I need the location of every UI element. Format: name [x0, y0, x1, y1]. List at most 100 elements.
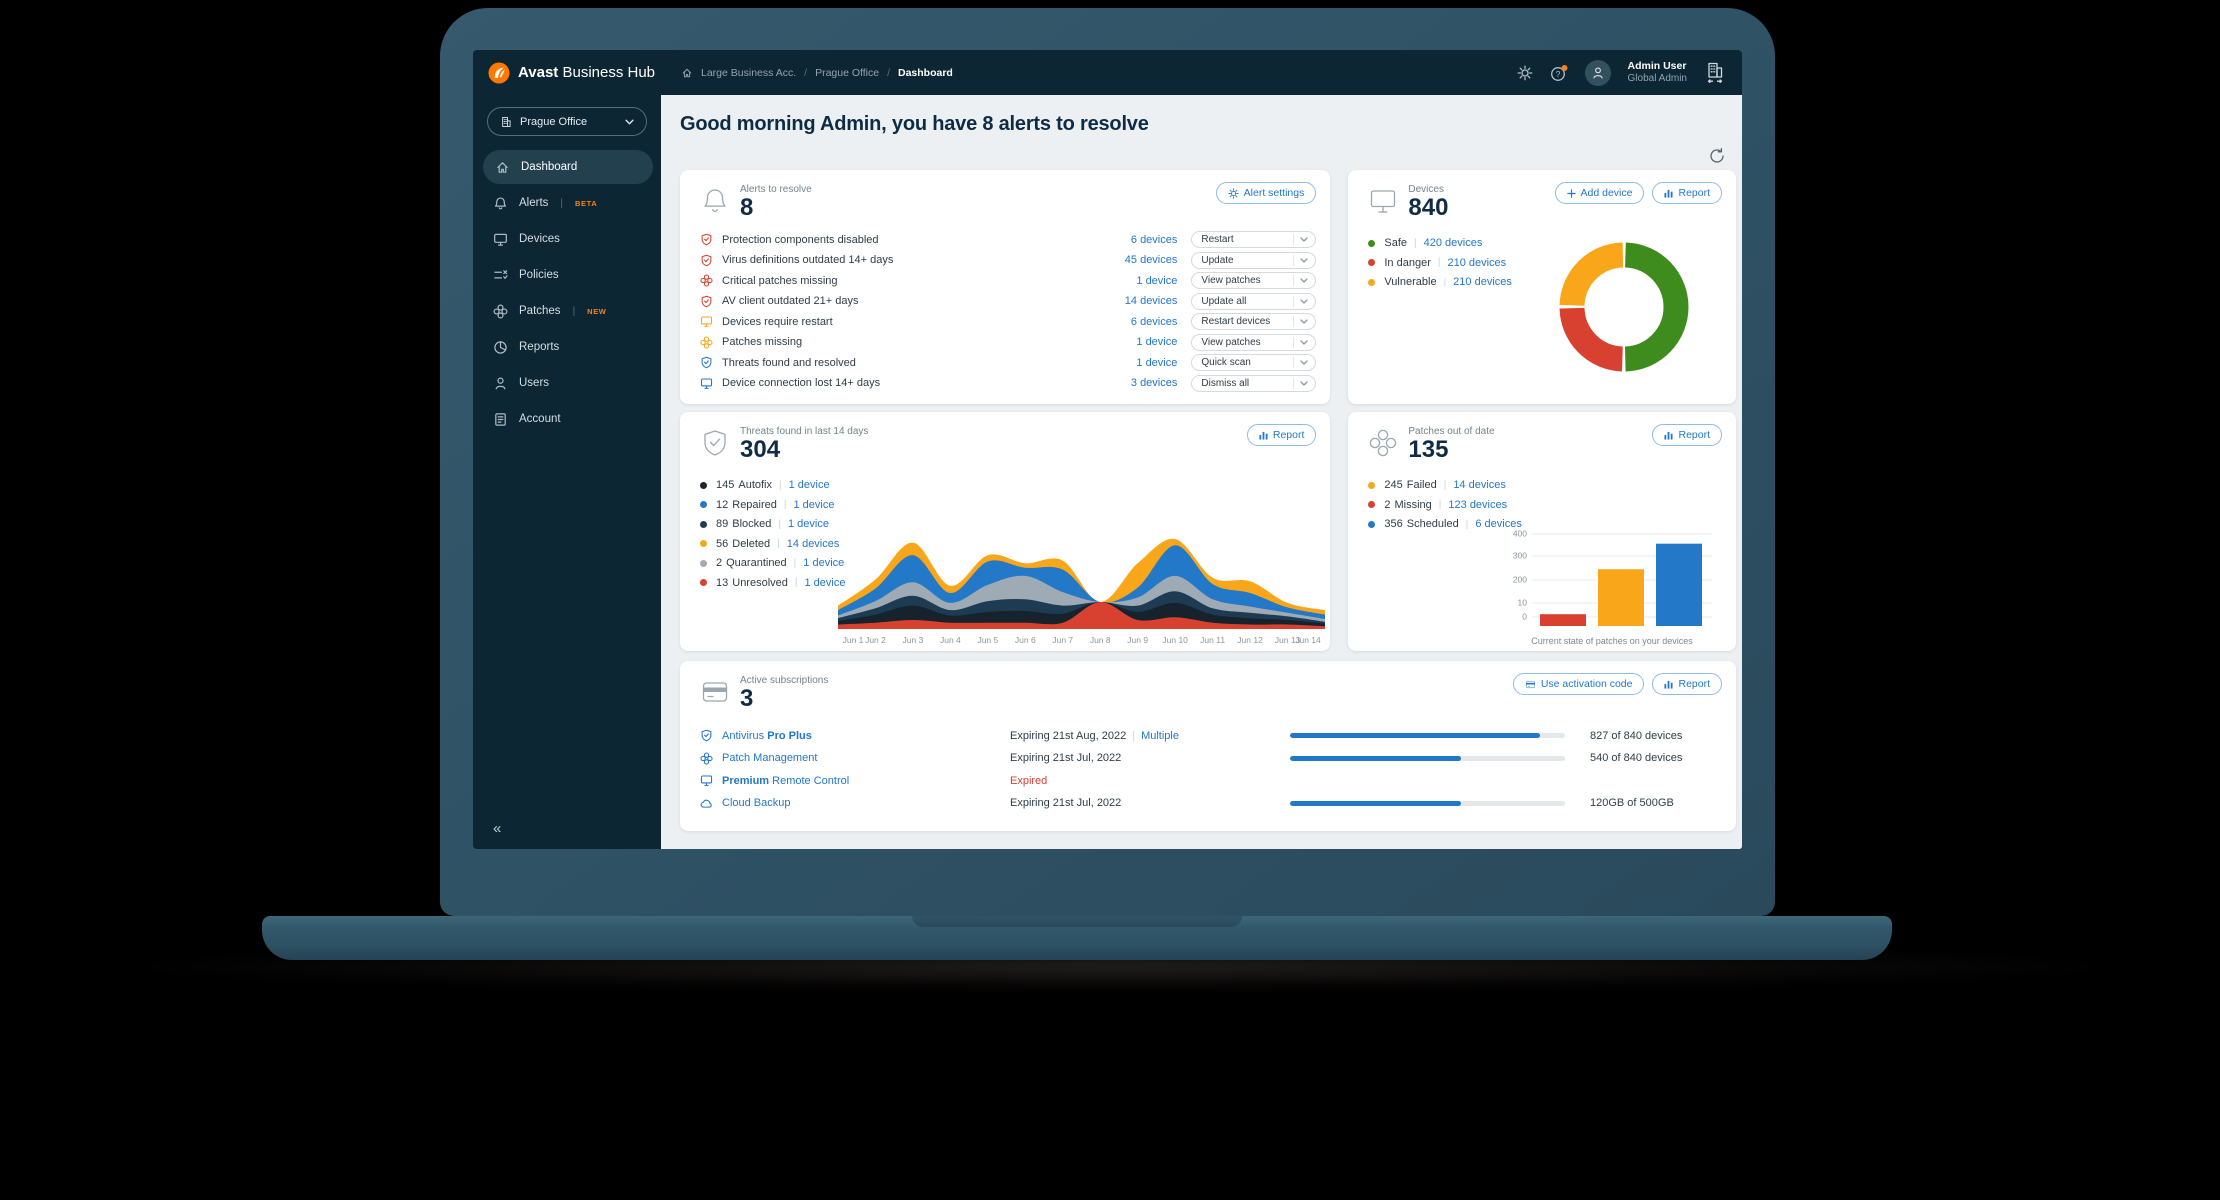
- legend-link[interactable]: 1 device: [793, 498, 835, 511]
- sidebar-item-account[interactable]: Account: [473, 402, 653, 436]
- report-button[interactable]: Report: [1246, 424, 1317, 446]
- sidebar-item-patches[interactable]: Patches | NEW: [473, 294, 653, 328]
- svg-text:Jun 2: Jun 2: [865, 635, 886, 645]
- org-switcher-icon[interactable]: [1704, 62, 1726, 84]
- sidebar-collapse-button[interactable]: «: [493, 820, 502, 837]
- use-activation-code-button[interactable]: Use activation code: [1512, 673, 1645, 695]
- patch-icon: [700, 752, 713, 765]
- alert-settings-button[interactable]: Alert settings: [1215, 182, 1317, 204]
- devices-card-label: Devices: [1408, 184, 1444, 195]
- devices-link[interactable]: 1 device: [1136, 356, 1178, 369]
- subscription-expiry: Expiring 21st Aug, 2022 | Multiple: [1010, 729, 1179, 742]
- legend-link[interactable]: 1 device: [803, 557, 845, 570]
- sidebar-item-label: Reports: [519, 341, 560, 353]
- gear-icon[interactable]: [1517, 65, 1533, 81]
- subscription-usage: 120GB of 500GB: [1590, 797, 1674, 810]
- alert-action-select[interactable]: View patches: [1191, 333, 1317, 351]
- subscription-usage: 540 of 840 devices: [1590, 752, 1683, 765]
- devices-link[interactable]: 3 devices: [1130, 377, 1178, 390]
- shield-alert-icon: [700, 295, 713, 308]
- alerts-count: 8: [740, 194, 754, 221]
- bar-chart-icon: [1664, 189, 1673, 198]
- add-device-button[interactable]: Add device: [1554, 182, 1645, 204]
- sidebar-item-dashboard[interactable]: Dashboard: [483, 150, 653, 184]
- devices-link[interactable]: 1 device: [1136, 274, 1178, 287]
- alert-action-select[interactable]: Dismiss all: [1191, 374, 1317, 392]
- devices-link[interactable]: 14 devices: [1124, 295, 1178, 308]
- breadcrumb-current: Dashboard: [898, 66, 953, 79]
- help-icon[interactable]: ?: [1550, 64, 1568, 81]
- legend-link[interactable]: 6 devices: [1475, 518, 1522, 531]
- report-button[interactable]: Report: [1652, 182, 1722, 204]
- legend-link[interactable]: 1 device: [788, 479, 830, 492]
- bar-chart-icon: [1664, 680, 1673, 689]
- app-logo: Avast Business Hub: [473, 62, 661, 84]
- breadcrumb: Large Business Acc. / Prague Office / Da…: [661, 67, 953, 79]
- report-button[interactable]: Report: [1652, 424, 1722, 446]
- home-icon[interactable]: [681, 67, 693, 79]
- legend-item: In danger | 210 devices: [1368, 253, 1736, 273]
- sidebar-item-devices[interactable]: Devices: [473, 222, 653, 256]
- app-title: Avast Business Hub: [518, 64, 656, 81]
- report-button[interactable]: Report: [1652, 673, 1722, 695]
- subscription-name-link[interactable]: Patch Management: [700, 752, 1010, 765]
- org-selector[interactable]: Prague Office: [487, 107, 647, 136]
- svg-text:Jun 9: Jun 9: [1127, 635, 1148, 645]
- subscriptions-card-label: Active subscriptions: [740, 675, 829, 686]
- refresh-icon[interactable]: [1708, 147, 1726, 165]
- svg-text:300: 300: [1513, 551, 1527, 561]
- alert-row: Protection components disabled 6 devices…: [680, 229, 1330, 250]
- legend-link[interactable]: 1 device: [788, 518, 829, 531]
- cloud-icon: [700, 797, 713, 810]
- devices-link[interactable]: 6 devices: [1130, 315, 1178, 328]
- subscriptions-count: 3: [740, 685, 754, 712]
- alert-action-select[interactable]: Restart: [1191, 231, 1317, 249]
- alert-action-select[interactable]: Update: [1191, 251, 1317, 269]
- alert-row: Devices require restart 6 devices Restar…: [680, 311, 1330, 332]
- alerts-card-label: Alerts to resolve: [740, 184, 812, 195]
- shield-check-icon: [700, 356, 713, 369]
- breadcrumb-item[interactable]: Large Business Acc.: [701, 66, 797, 79]
- user-info: Admin User Global Admin: [1628, 60, 1687, 85]
- avatar[interactable]: [1584, 59, 1611, 86]
- new-badge: NEW: [587, 306, 607, 316]
- subscription-progress: [1290, 755, 1565, 761]
- sidebar-item-users[interactable]: Users: [473, 366, 653, 400]
- subscription-name-link[interactable]: Premium Remote Control: [700, 774, 1010, 787]
- legend-link[interactable]: 420 devices: [1423, 237, 1483, 250]
- subscription-name-link[interactable]: Cloud Backup: [700, 797, 1010, 810]
- sidebar-item-policies[interactable]: Policies: [473, 258, 653, 292]
- alert-action-select[interactable]: Update all: [1191, 292, 1317, 310]
- legend-link[interactable]: 14 devices: [1453, 479, 1506, 492]
- alert-row: Patches missing 1 device View patches: [680, 332, 1330, 353]
- legend-link[interactable]: 1 device: [804, 576, 846, 589]
- credit-card-icon: [700, 677, 730, 707]
- patches-count: 135: [1408, 436, 1449, 463]
- alert-row: AV client outdated 21+ days 14 devices U…: [680, 291, 1330, 312]
- user-name: Admin User: [1627, 60, 1687, 73]
- alert-action-select[interactable]: View patches: [1191, 272, 1317, 290]
- bar-chart-icon: [1664, 431, 1673, 440]
- alert-action-select[interactable]: Quick scan: [1191, 354, 1317, 372]
- legend-link[interactable]: 123 devices: [1448, 498, 1508, 511]
- breadcrumb-item[interactable]: Prague Office: [815, 66, 880, 79]
- patches-bar-chart: 0 10 200 300 400: [1513, 529, 1712, 626]
- sidebar-item-alerts[interactable]: Alerts | BETA: [473, 186, 653, 220]
- legend-link[interactable]: 210 devices: [1453, 276, 1512, 289]
- svg-text:0: 0: [1522, 612, 1527, 622]
- shield-check-icon: [700, 428, 730, 458]
- svg-text:Jun 1: Jun 1: [843, 635, 864, 645]
- subscription-name-link[interactable]: Antivirus Pro Plus: [700, 729, 1010, 742]
- legend-link[interactable]: 210 devices: [1447, 256, 1507, 269]
- sidebar-item-reports[interactable]: Reports: [473, 330, 653, 364]
- alert-action-select[interactable]: Restart devices: [1191, 313, 1317, 331]
- devices-link[interactable]: 1 device: [1136, 336, 1178, 349]
- multiple-link[interactable]: Multiple: [1141, 729, 1179, 742]
- legend-link[interactable]: 14 devices: [786, 537, 840, 550]
- devices-link[interactable]: 6 devices: [1130, 233, 1178, 246]
- svg-text:Jun 13: Jun 13: [1275, 635, 1301, 645]
- devices-count: 840: [1408, 194, 1449, 221]
- patches-legend: 245 Failed | 14 devices 2 Missing | 123 device…: [1368, 475, 1736, 534]
- devices-link[interactable]: 45 devices: [1124, 254, 1178, 267]
- subscription-list: Antivirus Pro Plus Expiring 21st Aug, 20…: [680, 724, 1736, 814]
